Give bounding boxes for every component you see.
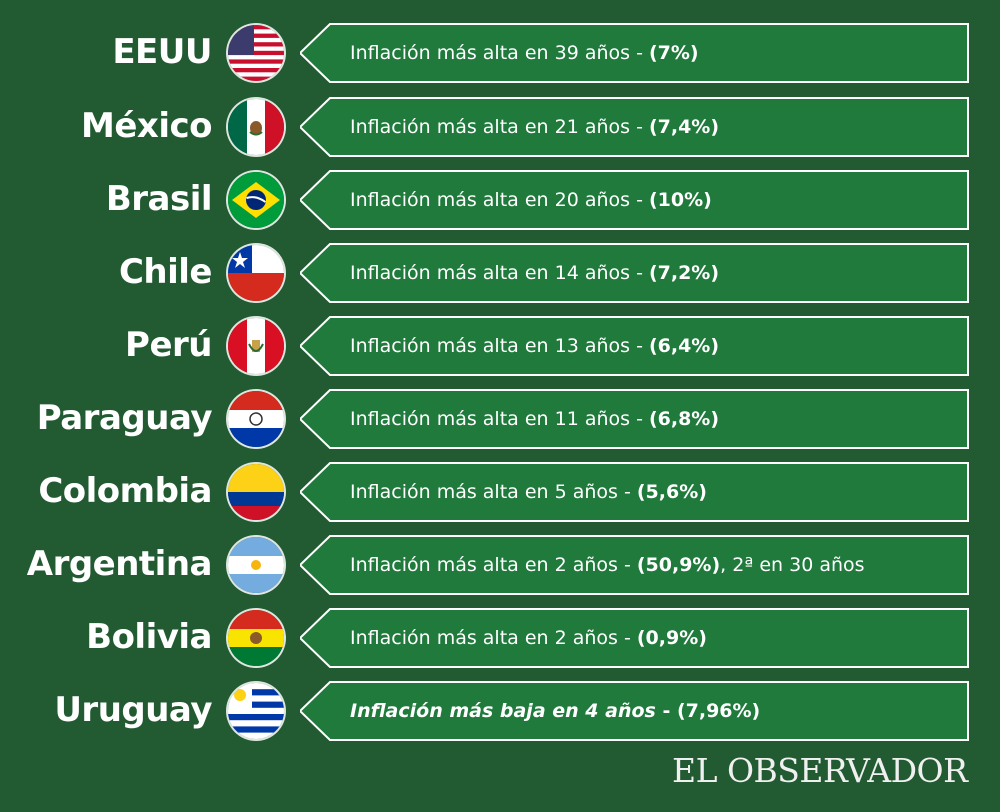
country-name: EEUU bbox=[112, 32, 212, 72]
banner-text: Inflación más alta en 39 años - (7%) bbox=[350, 42, 699, 64]
info-banner: Inflación más baja en 4 años - (7,96%) bbox=[300, 681, 972, 741]
paraguay-flag-icon bbox=[228, 391, 284, 447]
inflation-value: (50,9%) bbox=[636, 554, 721, 576]
info-banner: Inflación más alta en 2 años - (0,9%) bbox=[300, 608, 972, 668]
row-eeuu: EEUU Inflación más alta en 39 años - (7%… bbox=[0, 23, 1000, 83]
row-brasil: Brasil Inflación más alta en 20 años - (… bbox=[0, 170, 1000, 230]
country-name: Paraguay bbox=[36, 398, 213, 438]
info-banner: Inflación más alta en 13 años - (6,4%) bbox=[300, 316, 972, 376]
banner-text: Inflación más alta en 2 años - (0,9%) bbox=[350, 627, 707, 649]
row-bolivia: Bolivia Inflación más alta en 2 años - (… bbox=[0, 608, 1000, 668]
inflation-value: (0,9%) bbox=[636, 627, 707, 649]
inflation-value: (7,4%) bbox=[648, 116, 720, 138]
inflation-value: (5,6%) bbox=[636, 481, 707, 503]
info-banner: Inflación más alta en 5 años - (5,6%) bbox=[300, 462, 972, 522]
banner-text: Inflación más alta en 2 años - (50,9%), … bbox=[350, 554, 865, 576]
info-banner: Inflación más alta en 11 años - (6,8%) bbox=[300, 389, 972, 449]
inflation-value: (6,4%) bbox=[648, 335, 720, 357]
inflation-value: (10%) bbox=[648, 189, 712, 211]
row-peru: Perú Inflación más alta en 13 años - (6,… bbox=[0, 316, 1000, 376]
uruguay-flag-icon bbox=[228, 683, 284, 739]
info-banner: Inflación más alta en 14 años - (7,2%) bbox=[300, 243, 972, 303]
argentina-flag-icon bbox=[228, 537, 284, 593]
row-chile: Chile Inflación más alta en 14 años - (7… bbox=[0, 243, 1000, 303]
info-banner: Inflación más alta en 2 años - (50,9%), … bbox=[300, 535, 972, 595]
info-banner: Inflación más alta en 39 años - (7%) bbox=[300, 23, 972, 83]
country-name: Bolivia bbox=[86, 617, 212, 657]
colombia-flag-icon bbox=[228, 464, 284, 520]
inflation-value: (7,2%) bbox=[648, 262, 720, 284]
country-name: Perú bbox=[125, 325, 212, 365]
banner-text: Inflación más alta en 5 años - (5,6%) bbox=[350, 481, 707, 503]
banner-text: Inflación más alta en 21 años - (7,4%) bbox=[350, 116, 720, 138]
el-observador-logo: EL OBSERVADOR bbox=[672, 751, 968, 790]
inflation-value: (7%) bbox=[648, 42, 699, 64]
bolivia-flag-icon bbox=[228, 610, 284, 666]
usa-flag-icon bbox=[228, 25, 284, 81]
country-name: México bbox=[81, 106, 213, 146]
banner-text: Inflación más alta en 14 años - (7,2%) bbox=[350, 262, 720, 284]
banner-text: Inflación más baja en 4 años - (7,96%) bbox=[350, 700, 761, 722]
mexico-flag-icon bbox=[228, 99, 284, 155]
row-paraguay: Paraguay Inflación más alta en 11 años -… bbox=[0, 389, 1000, 449]
peru-flag-icon bbox=[228, 318, 284, 374]
info-banner: Inflación más alta en 21 años - (7,4%) bbox=[300, 97, 972, 157]
inflation-value: - (7,96%) bbox=[655, 700, 761, 722]
country-name: Uruguay bbox=[54, 690, 212, 730]
row-colombia: Colombia Inflación más alta en 5 años - … bbox=[0, 462, 1000, 522]
row-argentina: Argentina Inflación más alta en 2 años -… bbox=[0, 535, 1000, 595]
country-name: Argentina bbox=[26, 544, 213, 584]
country-name: Colombia bbox=[38, 471, 212, 511]
banner-text: Inflación más alta en 20 años - (10%) bbox=[350, 189, 712, 211]
brazil-flag-icon bbox=[228, 172, 284, 228]
banner-text: Inflación más alta en 13 años - (6,4%) bbox=[350, 335, 720, 357]
info-banner: Inflación más alta en 20 años - (10%) bbox=[300, 170, 972, 230]
country-name: Chile bbox=[118, 252, 213, 292]
inflation-value: (6,8%) bbox=[648, 408, 720, 430]
row-mexico: México Inflación más alta en 21 años - (… bbox=[0, 97, 1000, 157]
banner-text: Inflación más alta en 11 años - (6,8%) bbox=[350, 408, 720, 430]
chile-flag-icon bbox=[228, 245, 284, 301]
row-uruguay: Uruguay Inflación más baja en 4 años - (… bbox=[0, 681, 1000, 741]
country-name: Brasil bbox=[105, 179, 213, 219]
